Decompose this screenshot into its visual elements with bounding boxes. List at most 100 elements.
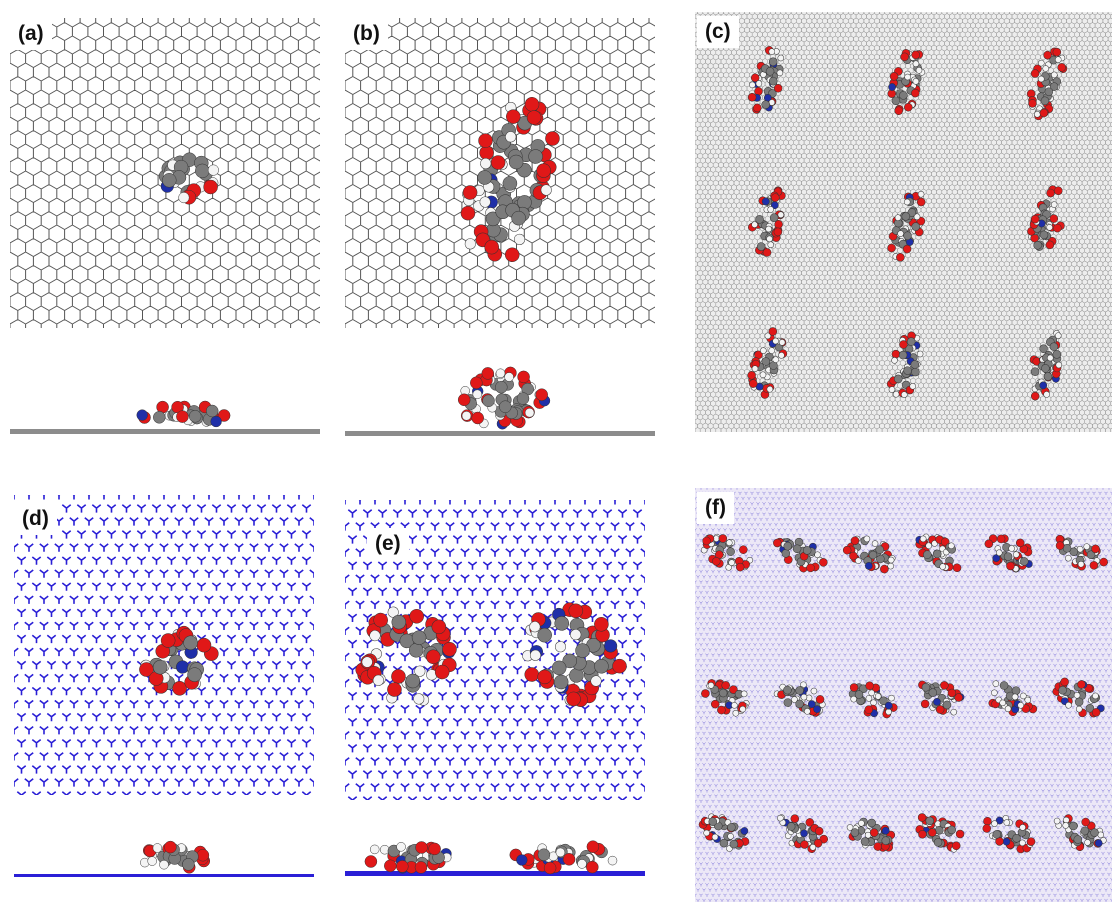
oxygen-atom [543, 861, 557, 875]
hydrogen-atom [903, 198, 911, 206]
carbon-atom [894, 374, 903, 384]
oxygen-atom [594, 617, 609, 632]
hydrogen-atom [809, 844, 817, 851]
molecule [918, 680, 965, 716]
carbon-atom [925, 816, 935, 826]
oxygen-atom [481, 367, 495, 380]
oxygen-atom [813, 838, 823, 848]
carbon-atom [718, 688, 728, 698]
oxygen-atom [1057, 63, 1066, 72]
molecule-cluster-right [522, 602, 627, 707]
hydrogen-atom [1008, 545, 1015, 552]
carbon-atom [1090, 828, 1099, 837]
hydrogen-atom [1051, 71, 1058, 79]
oxygen-atom [471, 411, 484, 425]
carbon-atom [153, 411, 166, 424]
hydrogen-atom [1019, 824, 1026, 831]
carbon-atom [1044, 87, 1054, 97]
hydrogen-atom [915, 67, 923, 74]
carbon-atom [391, 614, 407, 630]
carbon-atom [992, 830, 1002, 839]
carbon-atom [726, 547, 735, 556]
carbon-atom [554, 616, 570, 631]
molecule [158, 152, 219, 205]
hydrogen-atom [495, 368, 506, 379]
molecule-cluster-left [355, 606, 457, 706]
oxygen-atom [805, 818, 815, 827]
panel-b-graphene-top-view: (b) [345, 18, 655, 328]
oxygen-atom [800, 840, 809, 849]
nitrogen-atom [1039, 381, 1048, 390]
hydrogen-atom [1003, 819, 1011, 826]
carbon-atom [162, 173, 177, 188]
carbon-atom [1074, 697, 1084, 707]
hydrogen-atom [991, 820, 998, 827]
hydrogen-atom [800, 693, 808, 701]
hydrogen-atom [540, 184, 552, 196]
oxygen-atom [762, 248, 772, 257]
oxygen-atom [865, 681, 874, 691]
hydrogen-atom [369, 844, 380, 855]
hydrogen-atom [777, 814, 784, 822]
carbon-atom [768, 76, 778, 86]
carbon-atom [729, 839, 739, 849]
oxygen-atom [701, 689, 710, 698]
oxygen-atom [815, 695, 825, 704]
hydrogen-atom [810, 687, 818, 695]
molecule [747, 327, 788, 399]
oxygen-atom [1043, 50, 1052, 60]
oxygen-atom [504, 247, 520, 262]
oxygen-atom [712, 557, 721, 566]
carbon-atom [187, 667, 202, 682]
nitrogen-atom [813, 705, 821, 714]
oxygen-atom [1060, 677, 1069, 687]
hydrogen-atom [992, 680, 1000, 687]
carbon-atom [516, 392, 530, 405]
panel-a-label: (a) [10, 18, 52, 50]
oxygen-atom [702, 536, 711, 546]
oxygen-atom [428, 842, 441, 856]
hydrogen-atom [529, 621, 541, 633]
oxygen-atom [484, 239, 499, 255]
hydrogen-atom [846, 824, 854, 831]
molecule [1053, 814, 1107, 851]
oxygen-atom [566, 691, 581, 707]
nitrogen-atom [740, 827, 749, 835]
carbon-atom [1058, 685, 1067, 695]
oxygen-atom [749, 379, 758, 388]
hydrogen-atom [999, 699, 1006, 707]
oxygen-atom [955, 829, 965, 839]
hydrogen-atom [991, 689, 998, 697]
oxygen-atom [717, 705, 726, 715]
hydrogen-atom [413, 693, 425, 705]
hydrogen-atom [1053, 817, 1061, 825]
panel-b-label: (b) [345, 18, 388, 50]
oxygen-atom [984, 539, 994, 549]
oxygen-atom [819, 558, 828, 567]
molecule [915, 533, 962, 573]
nitrogen-atom [210, 415, 222, 428]
oxygen-atom [1052, 47, 1062, 57]
hydrogen-atom [727, 833, 734, 840]
molecule [984, 534, 1033, 573]
oxygen-atom [773, 83, 783, 93]
hydrogen-atom [863, 535, 871, 543]
hydrogen-atom [887, 556, 895, 564]
carbon-atom [923, 550, 932, 559]
hydrogen-atom [939, 563, 946, 570]
hydrogen-atom [874, 693, 882, 700]
hydrogen-atom [1011, 693, 1019, 701]
oxygen-atom [739, 545, 748, 554]
honeycomb-bonds [10, 18, 320, 328]
carbon-atom [408, 642, 424, 658]
hydrogen-atom [590, 675, 602, 687]
carbon-atom [933, 549, 942, 559]
hydrogen-atom [1062, 822, 1069, 829]
oxygen-atom [431, 619, 447, 635]
carbon-atom [1043, 372, 1053, 381]
hydrogen-atom [916, 350, 924, 358]
oxygen-atom [568, 603, 584, 619]
oxygen-atom [747, 371, 756, 380]
panel-f-hbn-supercell: (f) [695, 488, 1112, 902]
hydrogen-atom [766, 385, 774, 393]
